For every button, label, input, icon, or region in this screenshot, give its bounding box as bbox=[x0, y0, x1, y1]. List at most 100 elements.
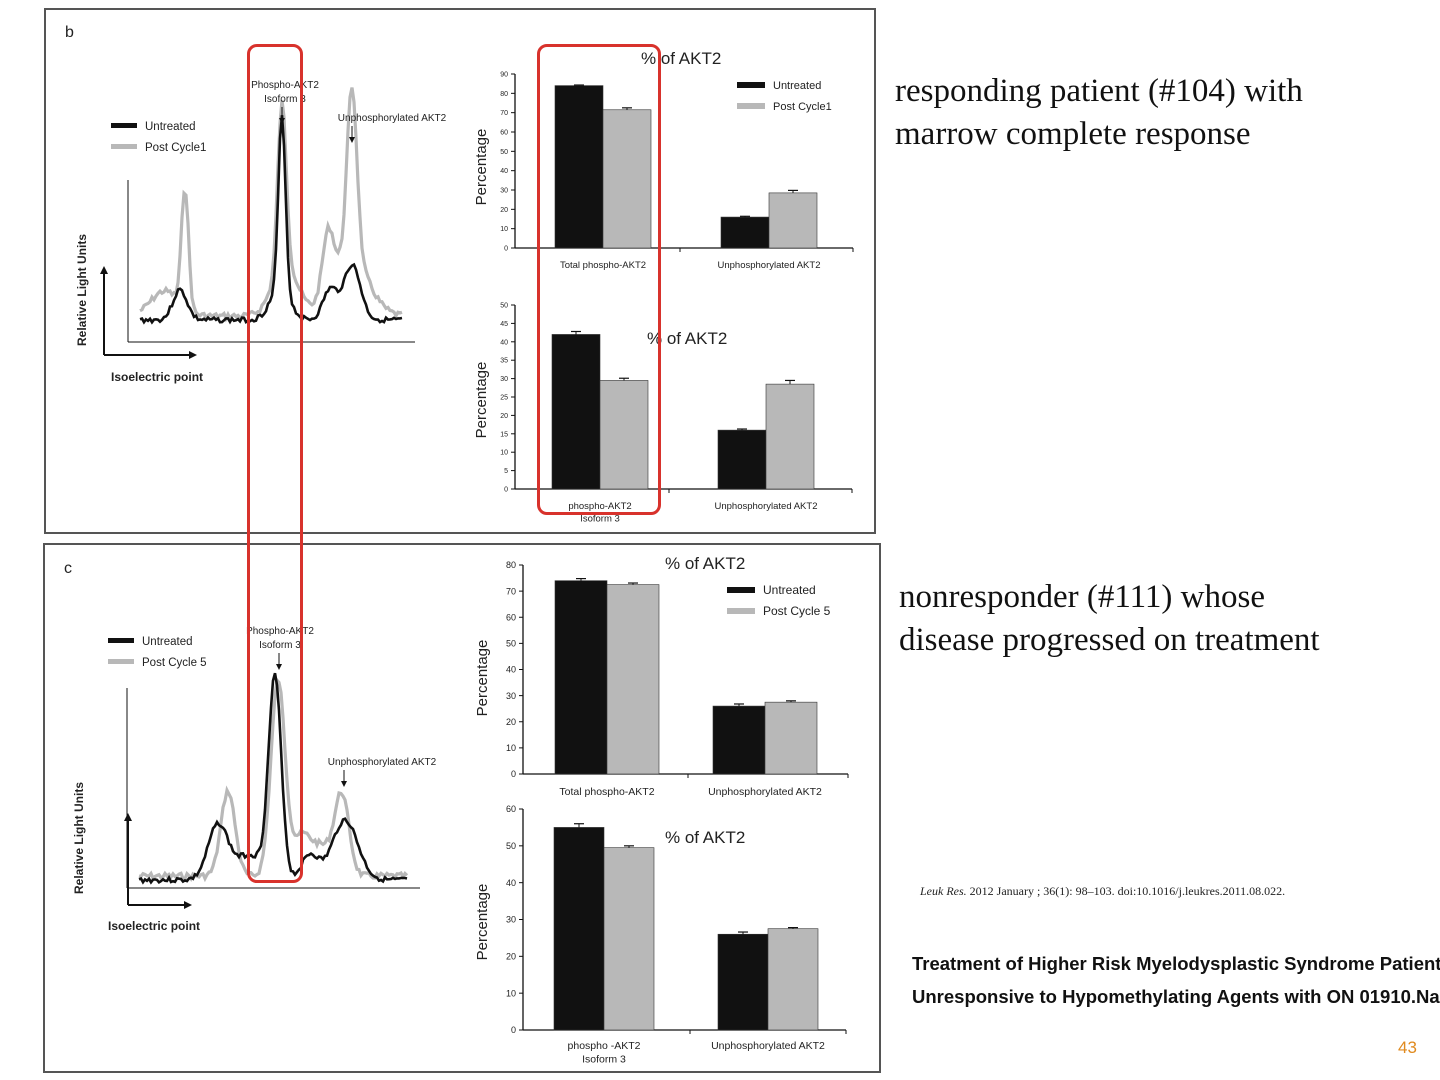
category-label: phospho-AKT2 bbox=[568, 501, 631, 512]
category-label: Unphosphorylated AKT2 bbox=[715, 501, 818, 512]
legend-label: Post Cycle 5 bbox=[763, 604, 831, 618]
bar bbox=[553, 827, 605, 1031]
citation-details: 2012 January ; 36(1): 98–103. doi:10.101… bbox=[966, 884, 1286, 898]
category-label: Unphosphorylated AKT2 bbox=[711, 1040, 825, 1052]
chart-title: % of AKT2 bbox=[647, 329, 727, 348]
chart-title: % of AKT2 bbox=[641, 49, 721, 68]
responder-caption-line2: marrow complete response bbox=[895, 116, 1251, 152]
annotation-isoform: Isoform 3 bbox=[259, 640, 301, 651]
y-tick-label: 30 bbox=[506, 691, 516, 701]
nonresponder-caption-line2: disease progressed on treatment bbox=[899, 622, 1320, 658]
bar bbox=[720, 216, 770, 249]
category-label: Total phospho-AKT2 bbox=[559, 786, 654, 798]
bar bbox=[764, 701, 818, 775]
y-tick-label: 10 bbox=[506, 743, 516, 753]
bar bbox=[603, 847, 655, 1031]
y-direction-arrowhead bbox=[100, 266, 108, 274]
y-axis-label: Percentage bbox=[473, 362, 490, 439]
y-axis-label: Percentage bbox=[473, 129, 490, 206]
y-tick-label: 15 bbox=[500, 431, 508, 438]
x-axis-label: Isoelectric point bbox=[111, 370, 203, 384]
legend-swatch bbox=[108, 659, 134, 664]
y-tick-label: 50 bbox=[506, 841, 516, 851]
annotation-unphosphorylated: Unphosphorylated AKT2 bbox=[338, 113, 447, 124]
legend-label: Untreated bbox=[142, 636, 193, 648]
y-axis-label: Percentage bbox=[474, 884, 491, 961]
responder-caption: responding patient (#104) with marrow co… bbox=[895, 70, 1303, 156]
bar bbox=[712, 705, 766, 775]
y-tick-label: 20 bbox=[500, 413, 508, 420]
bar bbox=[717, 933, 769, 1031]
paper-title: Treatment of Higher Risk Myelodysplastic… bbox=[912, 947, 1440, 1013]
bar bbox=[606, 584, 660, 775]
y-tick-label: 30 bbox=[500, 187, 508, 194]
bar bbox=[767, 928, 819, 1031]
page-number: 43 bbox=[1398, 1038, 1417, 1057]
y-tick-label: 60 bbox=[500, 129, 508, 136]
y-tick-label: 70 bbox=[506, 586, 516, 596]
y-tick-label: 30 bbox=[506, 915, 516, 925]
y-tick-label: 40 bbox=[500, 339, 508, 346]
category-label: phospho -AKT2 bbox=[568, 1040, 641, 1052]
annotation-phospho: Phospho-AKT2 bbox=[251, 80, 319, 91]
annotation-arrowhead-phospho bbox=[279, 118, 285, 124]
legend-label: Untreated bbox=[145, 121, 196, 133]
y-tick-label: 80 bbox=[506, 560, 516, 570]
y-tick-label: 40 bbox=[500, 168, 508, 175]
legend-label: Untreated bbox=[773, 80, 821, 92]
annotation-arrowhead-unphosphorylated bbox=[349, 137, 355, 143]
legend-swatch bbox=[737, 103, 765, 109]
category-label: Total phospho-AKT2 bbox=[560, 260, 646, 271]
y-tick-label: 60 bbox=[506, 804, 516, 814]
panel-b-letter: b bbox=[65, 24, 74, 41]
x-direction-arrowhead bbox=[184, 901, 192, 909]
y-tick-label: 50 bbox=[500, 149, 508, 156]
y-tick-label: 35 bbox=[500, 358, 508, 365]
y-tick-label: 10 bbox=[500, 450, 508, 457]
nonresponder-caption: nonresponder (#111) whose disease progre… bbox=[899, 576, 1320, 662]
legend-label: Untreated bbox=[763, 583, 816, 597]
legend-swatch bbox=[111, 123, 137, 128]
y-axis-label: Relative Light Units bbox=[75, 234, 89, 346]
y-tick-label: 20 bbox=[506, 951, 516, 961]
untreated-trace bbox=[139, 115, 403, 325]
y-tick-label: 10 bbox=[500, 226, 508, 233]
highlight-box-profile bbox=[247, 44, 303, 883]
chart-title: % of AKT2 bbox=[665, 554, 745, 573]
y-tick-label: 50 bbox=[506, 639, 516, 649]
bar bbox=[768, 192, 818, 249]
y-tick-label: 25 bbox=[500, 394, 508, 401]
legend-swatch bbox=[727, 608, 755, 614]
paper-title-line2: Unresponsive to Hypomethylating Agents w… bbox=[912, 986, 1440, 1007]
category-label: Unphosphorylated AKT2 bbox=[708, 786, 822, 798]
citation: Leuk Res. 2012 January ; 36(1): 98–103. … bbox=[920, 884, 1285, 899]
legend-swatch bbox=[108, 638, 134, 643]
paper-title-line1: Treatment of Higher Risk Myelodysplastic… bbox=[912, 953, 1440, 974]
y-tick-label: 0 bbox=[504, 486, 508, 493]
y-tick-label: 5 bbox=[504, 468, 508, 475]
y-tick-label: 20 bbox=[500, 207, 508, 214]
legend-swatch bbox=[737, 82, 765, 88]
chart-title: % of AKT2 bbox=[665, 828, 745, 847]
y-tick-label: 40 bbox=[506, 878, 516, 888]
post-treatment-trace bbox=[138, 676, 409, 883]
annotation-arrowhead-phospho bbox=[276, 664, 282, 670]
post-treatment-trace bbox=[139, 87, 403, 323]
legend-swatch bbox=[111, 144, 137, 149]
y-tick-label: 80 bbox=[500, 91, 508, 98]
y-tick-label: 0 bbox=[511, 1025, 516, 1035]
citation-journal: Leuk Res. bbox=[920, 884, 967, 898]
category-sublabel: Isoform 3 bbox=[582, 1054, 626, 1066]
bar bbox=[602, 109, 652, 249]
y-tick-label: 30 bbox=[500, 376, 508, 383]
y-tick-label: 70 bbox=[500, 110, 508, 117]
category-label: Unphosphorylated AKT2 bbox=[718, 260, 821, 271]
responder-caption-line1: responding patient (#104) with bbox=[895, 73, 1303, 109]
legend-label: Post Cycle1 bbox=[773, 101, 832, 113]
highlight-box-bars bbox=[537, 44, 661, 515]
y-tick-label: 90 bbox=[500, 71, 508, 78]
